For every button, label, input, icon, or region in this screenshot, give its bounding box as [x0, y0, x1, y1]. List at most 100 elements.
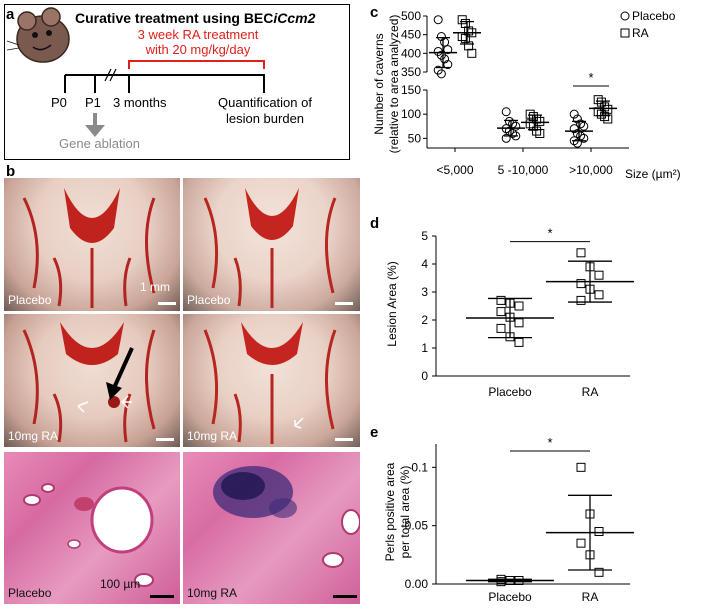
- scale-bar: [333, 595, 357, 598]
- panel-c-letter: c: [370, 4, 379, 21]
- chart-c-xlabel: Size (µm²): [625, 167, 681, 181]
- legend-marker-ra: [620, 28, 630, 38]
- data-point: [569, 124, 579, 134]
- data-point: [576, 279, 586, 289]
- histology-photo-placebo: Placebo 100 µm: [4, 452, 180, 604]
- data-point: [496, 307, 506, 317]
- y-tick-label: 150: [401, 83, 421, 97]
- vessel-pattern: [203, 188, 337, 308]
- data-point: [440, 54, 450, 64]
- title-text: Curative treatment using BEC: [75, 10, 274, 26]
- data-point: [596, 97, 606, 107]
- y-tick-label: 3: [421, 285, 428, 299]
- quantification-label: Quantification of lesion burden: [203, 95, 327, 127]
- vessel-pattern: [22, 322, 156, 443]
- significance-star: *: [547, 226, 552, 241]
- chart-e-ylabel-line2: per total area (%): [398, 466, 412, 559]
- chart-e-plot: 0.00 0.05 0.1 Placebo RA *: [405, 435, 634, 604]
- legend-label-ra: RA: [632, 26, 649, 40]
- data-point: [572, 129, 582, 138]
- data-point: [603, 104, 613, 114]
- scale-bar: [335, 438, 353, 441]
- data-point: [514, 318, 524, 328]
- chart-c-ylabel-line1: Number of caverns: [372, 33, 386, 134]
- chart-c-plot: 350 400 450 500 50 100 150 <5,000 5 -10,000 >10,0…: [401, 9, 629, 177]
- y-tick-label: 0.1: [411, 460, 428, 474]
- data-point: [576, 295, 586, 305]
- data-point: [576, 462, 586, 472]
- treatment-line-2: with 20 mg/kg/day: [145, 42, 251, 57]
- histology-photo-ra: 10mg RA: [183, 452, 360, 604]
- data-point: [594, 567, 604, 577]
- data-point: [504, 116, 514, 126]
- data-point: [460, 18, 470, 28]
- scale-label-100um: 100 µm: [100, 577, 141, 591]
- chart-d-plot: 0 1 2 3 4 5 Placebo RA *: [421, 226, 634, 399]
- photo-label: Placebo: [187, 293, 231, 307]
- y-tick-label: 4: [421, 257, 428, 271]
- timeline-graphic: [6, 7, 265, 137]
- data-point: [576, 131, 586, 141]
- panel-e-letter: e: [370, 424, 379, 441]
- x-tick-label: Placebo: [488, 590, 532, 604]
- label-p0: P0: [51, 95, 67, 110]
- title-italic-text: iCcm2: [273, 10, 316, 26]
- data-point: [514, 337, 524, 347]
- chart-c-legend: Placebo RA: [620, 9, 676, 40]
- label-3-months: 3 months: [113, 95, 167, 110]
- photo-label: 10mg RA: [8, 429, 59, 443]
- data-point: [496, 323, 506, 333]
- y-tick-label: 350: [401, 65, 421, 79]
- data-point: [496, 295, 506, 305]
- legend-marker-placebo: [620, 11, 630, 21]
- data-point: [600, 102, 610, 112]
- treatment-line-1: 3 week RA treatment: [137, 27, 259, 42]
- data-point: [511, 121, 521, 131]
- data-point: [576, 119, 586, 129]
- data-point: [501, 133, 511, 143]
- vessel-pattern: [22, 188, 156, 308]
- data-point: [576, 538, 586, 548]
- chart-c-ylabel-line2: (relative to area analyzed): [387, 15, 401, 154]
- photo-label: 10mg RA: [187, 586, 238, 600]
- panel-d-letter: d: [370, 215, 380, 232]
- data-point: [443, 60, 453, 70]
- data-point: [433, 15, 443, 25]
- data-point: [600, 112, 610, 122]
- data-point: [467, 48, 477, 58]
- x-tick-label: RA: [582, 590, 599, 604]
- y-tick-label: 400: [401, 46, 421, 60]
- scale-bar: [150, 595, 174, 598]
- brain-photo-ra-2: 10mg RA: [183, 314, 360, 447]
- data-point: [572, 138, 582, 148]
- data-point: [594, 290, 604, 300]
- panel-a-title: Curative treatment using BECiCcm2: [75, 10, 315, 26]
- y-tick-label: 2: [421, 313, 428, 327]
- x-tick-label: >10,000: [569, 163, 613, 177]
- label-p1: P1: [85, 95, 101, 110]
- data-point: [525, 109, 535, 119]
- legend-label-placebo: Placebo: [632, 9, 676, 23]
- panel-b-letter: b: [6, 163, 16, 180]
- data-point: [594, 270, 604, 280]
- data-point: [593, 95, 603, 105]
- tissue-pattern: [23, 483, 154, 587]
- chart-d-ylabel: Lesion Area (%): [385, 261, 399, 346]
- tissue-pattern: [213, 466, 360, 568]
- scale-bar: [156, 438, 174, 441]
- data-point: [464, 26, 474, 36]
- mouse-icon: [6, 7, 70, 63]
- brain-photo-placebo-1: Placebo 1 mm: [4, 178, 180, 311]
- data-point: [528, 112, 538, 122]
- x-tick-label: 5 -10,000: [498, 163, 549, 177]
- scale-label-1mm: 1 mm: [140, 280, 170, 294]
- y-tick-label: 50: [408, 131, 422, 145]
- data-point: [576, 248, 586, 258]
- x-tick-label: RA: [582, 385, 599, 399]
- gene-ablation-label: Gene ablation: [59, 136, 140, 151]
- data-point: [464, 41, 474, 51]
- significance-star: *: [547, 435, 552, 450]
- treatment-label: 3 week RA treatment with 20 mg/kg/day: [133, 27, 263, 57]
- data-point: [504, 126, 514, 136]
- data-point: [514, 301, 524, 311]
